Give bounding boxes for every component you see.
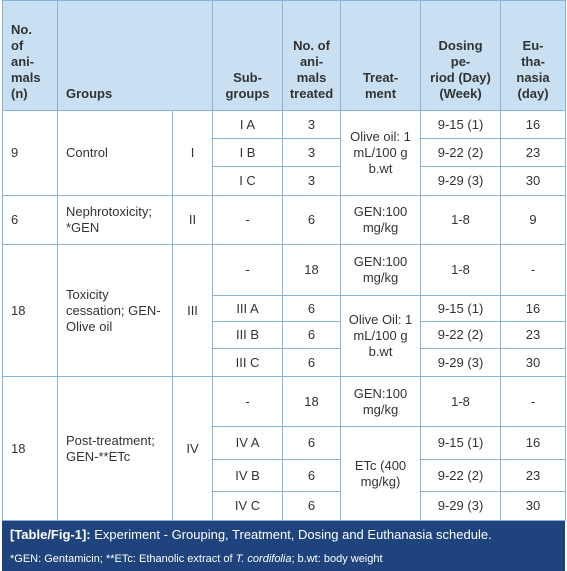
dosing-period: 1-8	[420, 376, 502, 427]
table-header: No. of ani- mals (n) Groups Sub- groups …	[2, 0, 567, 111]
dosing-period: 9-29 (3)	[420, 491, 502, 521]
subgroup: -	[212, 376, 284, 427]
dosing-period: 9-22 (2)	[420, 321, 502, 349]
animals-treated: 6	[282, 348, 342, 377]
subgroup: I B	[212, 138, 284, 167]
treatment: GEN:100 mg/kg	[340, 195, 422, 245]
table-row: 18 Toxicity cessation; GEN-Olive oil III -1…	[2, 244, 567, 377]
header-cell: Treat- ment	[340, 0, 422, 111]
subgroup: I C	[212, 166, 284, 196]
caption: [Table/Fig-1]: Experiment - Grouping, Tr…	[2, 521, 565, 550]
table-body: 9 Control I I A 3 Olive oil: 1 mL/100 g b.wt 9…	[2, 110, 567, 521]
dosing-period: 9-29 (3)	[420, 166, 502, 196]
animals-treated: 3	[282, 138, 342, 167]
treatment: GEN:100 mg/kg	[340, 244, 422, 296]
euthanasia-day: 30	[500, 166, 567, 196]
table-row: I C 3 9-29 (3) 30	[3, 166, 567, 196]
euthanasia-day: 23	[500, 321, 567, 349]
animals-treated: 6	[282, 321, 342, 349]
table-row: 6 Nephrotoxicity; *GEN II -6 GEN:100 mg/kg 1-…	[2, 195, 567, 245]
subgroup: III A	[212, 295, 284, 322]
animal-count: 18	[2, 376, 58, 521]
group-numeral: III	[171, 244, 214, 377]
table-row: IV A 6 ETc (400 mg/kg) 9-15 (1) 16	[3, 426, 567, 521]
animals-treated: 3	[282, 110, 342, 139]
animals-treated: 6	[282, 426, 342, 460]
table-row: III A 6 Olive Oil: 1 mL/100 g b.wt 9-15 (1)…	[3, 295, 567, 377]
footnote-text: *GEN: Gentamicin; **ETc: Ethanolic extra…	[10, 553, 236, 565]
group-name: Nephrotoxicity; *GEN	[57, 195, 173, 245]
table-row: 9 Control I I A 3 Olive oil: 1 mL/100 g b.wt 9…	[2, 110, 567, 196]
dosing-period: 9-22 (2)	[420, 459, 502, 492]
animals-treated: 6	[282, 195, 342, 245]
header-cell: Groups	[56, 0, 214, 111]
subgroup: -	[212, 244, 284, 296]
table-row: III C 6 9-29 (3) 30	[3, 348, 567, 377]
treatment: ETc (400 mg/kg)	[340, 426, 422, 521]
caption-text: Experiment - Grouping, Treatment, Dosing…	[94, 527, 492, 542]
subgroup: III C	[212, 348, 284, 377]
dosing-period: 1-8	[420, 244, 502, 296]
euthanasia-day: 30	[500, 348, 567, 377]
euthanasia-day: 16	[500, 110, 567, 139]
header-cell: Sub- groups	[212, 0, 284, 111]
group-numeral: IV	[171, 376, 214, 521]
euthanasia-day: -	[500, 376, 567, 427]
treatment: GEN:100 mg/kg	[340, 376, 422, 427]
treatment: Olive Oil: 1 mL/100 g b.wt	[340, 295, 422, 377]
subgroup: I A	[212, 110, 284, 139]
subgroup: IV B	[212, 459, 284, 492]
dosing-period: 9-15 (1)	[420, 426, 502, 460]
euthanasia-day: 30	[500, 491, 567, 521]
dosing-period: 9-15 (1)	[420, 110, 502, 139]
dosing-period: 9-15 (1)	[420, 295, 502, 322]
table-row: IV B 6 9-22 (2) 23	[3, 459, 567, 492]
table-row: IV C 6 9-29 (3) 30	[3, 491, 567, 521]
table-row: 18 Post-treatment; GEN-**ETc IV -18 GEN:100 …	[2, 376, 567, 521]
animals-treated: 18	[282, 244, 342, 296]
dosing-period: 1-8	[420, 195, 502, 245]
euthanasia-day: 16	[500, 426, 567, 460]
animals-treated: 18	[282, 376, 342, 427]
header-row: No. of ani- mals (n) Groups Sub- groups …	[2, 0, 567, 111]
group-name: Control	[57, 110, 173, 196]
animal-count: 9	[2, 110, 58, 196]
animals-treated: 6	[282, 491, 342, 521]
subgroup: III B	[212, 321, 284, 349]
euthanasia-day: 23	[500, 138, 567, 167]
group-name: Toxicity cessation; GEN-Olive oil	[57, 244, 173, 377]
treatment: Olive oil: 1 mL/100 g b.wt	[340, 110, 422, 196]
subgroup: IV A	[212, 426, 284, 460]
euthanasia-day: 16	[500, 295, 567, 322]
animal-count: 6	[2, 195, 58, 245]
header-cell: No. of ani- mals (n)	[2, 0, 58, 111]
dosing-period: 9-29 (3)	[420, 348, 502, 377]
caption-label: [Table/Fig-1]:	[10, 527, 91, 542]
euthanasia-day: -	[500, 244, 567, 296]
subgroup: IV C	[212, 491, 284, 521]
animals-treated: 3	[282, 166, 342, 196]
header-cell: Eu- tha- nasia (day)	[500, 0, 567, 111]
schedule-table: No. of ani- mals (n) Groups Sub- groups …	[2, 0, 567, 521]
footnote-species: T. cordifolia	[235, 553, 292, 565]
group-numeral: I	[171, 110, 214, 196]
dosing-period: 9-22 (2)	[420, 138, 502, 167]
header-cell: Dosing pe- riod (Day) (Week)	[420, 0, 502, 111]
group-name: Post-treatment; GEN-**ETc	[57, 376, 173, 521]
animals-treated: 6	[282, 459, 342, 492]
euthanasia-day: 9	[500, 195, 567, 245]
group-numeral: II	[171, 195, 214, 245]
subgroup: -	[212, 195, 284, 245]
header-cell: No. of ani- mals treated	[282, 0, 342, 111]
euthanasia-day: 23	[500, 459, 567, 492]
animal-count: 18	[2, 244, 58, 377]
animals-treated: 6	[282, 295, 342, 322]
footnote-text: ; b.wt: body weight	[291, 553, 383, 565]
